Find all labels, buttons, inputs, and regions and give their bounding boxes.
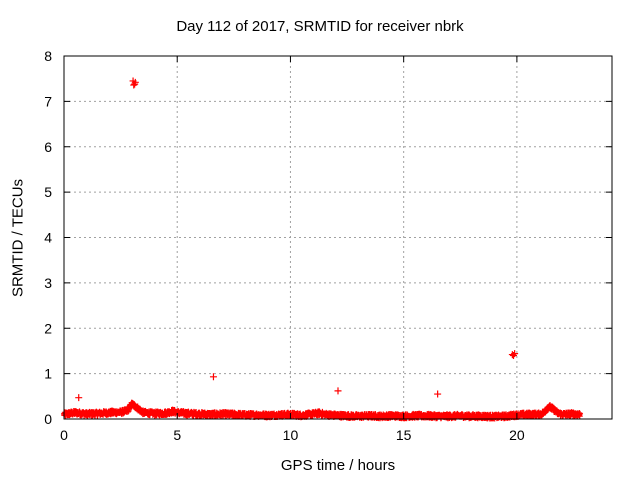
axis-ticks: 0 1 2 3 4 5 6 7 8 0 5 10 15 20 bbox=[44, 48, 612, 443]
y-tick-label: 6 bbox=[44, 139, 52, 155]
grid-lines bbox=[64, 56, 612, 419]
y-tick-label: 5 bbox=[44, 184, 52, 200]
y-tick-label: 0 bbox=[44, 411, 52, 427]
y-axis-label: SRMTID / TECUs bbox=[9, 178, 27, 298]
outlier-point bbox=[75, 394, 83, 402]
outlier-point bbox=[131, 80, 139, 88]
y-tick-label: 7 bbox=[44, 93, 52, 109]
x-axis-label: GPS time / hours bbox=[280, 457, 396, 474]
outlier-point bbox=[434, 390, 442, 398]
y-tick-label: 4 bbox=[44, 230, 52, 246]
x-tick-label: 0 bbox=[60, 427, 68, 443]
outlier-point bbox=[209, 373, 217, 381]
y-tick-label: 2 bbox=[44, 320, 52, 336]
outlier-point bbox=[131, 78, 139, 86]
x-tick-label: 10 bbox=[283, 427, 299, 443]
y-tick-label: 8 bbox=[44, 48, 52, 64]
x-tick-label: 20 bbox=[509, 427, 525, 443]
y-tick-label: 1 bbox=[44, 366, 52, 382]
chart-title: Day 112 of 2017, SRMTID for receiver nbr… bbox=[176, 18, 464, 35]
x-tick-label: 15 bbox=[396, 427, 412, 443]
outlier-point bbox=[334, 387, 342, 395]
baseline-point bbox=[577, 410, 584, 417]
outlier-point bbox=[509, 351, 517, 359]
data-points bbox=[61, 77, 584, 422]
x-tick-label: 5 bbox=[173, 427, 181, 443]
y-tick-label: 3 bbox=[44, 275, 52, 291]
